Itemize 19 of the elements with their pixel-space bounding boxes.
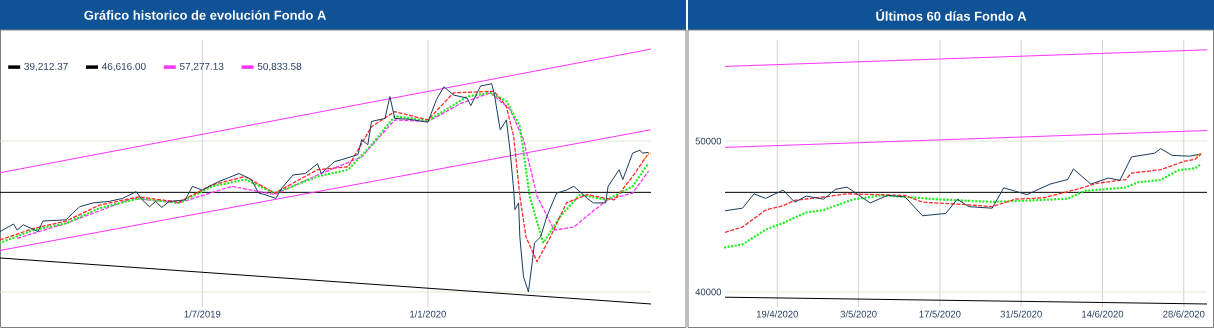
x-tick-label: 1/7/2019 <box>184 310 221 318</box>
line-series <box>724 153 1202 233</box>
line-series <box>723 162 1203 249</box>
x-tick-label: 17/5/2020 <box>919 310 961 318</box>
chart-title: Gráfico historico de evolución Fondo A <box>84 10 326 20</box>
legend-label: 46,616.00 <box>101 62 146 72</box>
chart-title: Últimos 60 días Fondo A <box>876 9 1027 21</box>
x-tick-label: 28/6/2020 <box>1163 310 1205 318</box>
x-tick-label: 19/4/2020 <box>756 310 798 318</box>
x-tick-label: 3/5/2020 <box>840 310 877 318</box>
legend-label: 50,833.58 <box>257 62 302 72</box>
x-tick-label: 31/5/2020 <box>1000 310 1042 318</box>
y-tick-label: 50000 <box>695 137 722 145</box>
x-tick-label: 1/1/2020 <box>410 310 446 318</box>
legend-label: 57,277.13 <box>179 62 224 72</box>
x-tick-label: 14/6/2020 <box>1082 310 1124 318</box>
legend-label: 39,212.37 <box>24 62 68 72</box>
line-series <box>724 148 1202 217</box>
y-tick-label: 40000 <box>695 288 722 296</box>
